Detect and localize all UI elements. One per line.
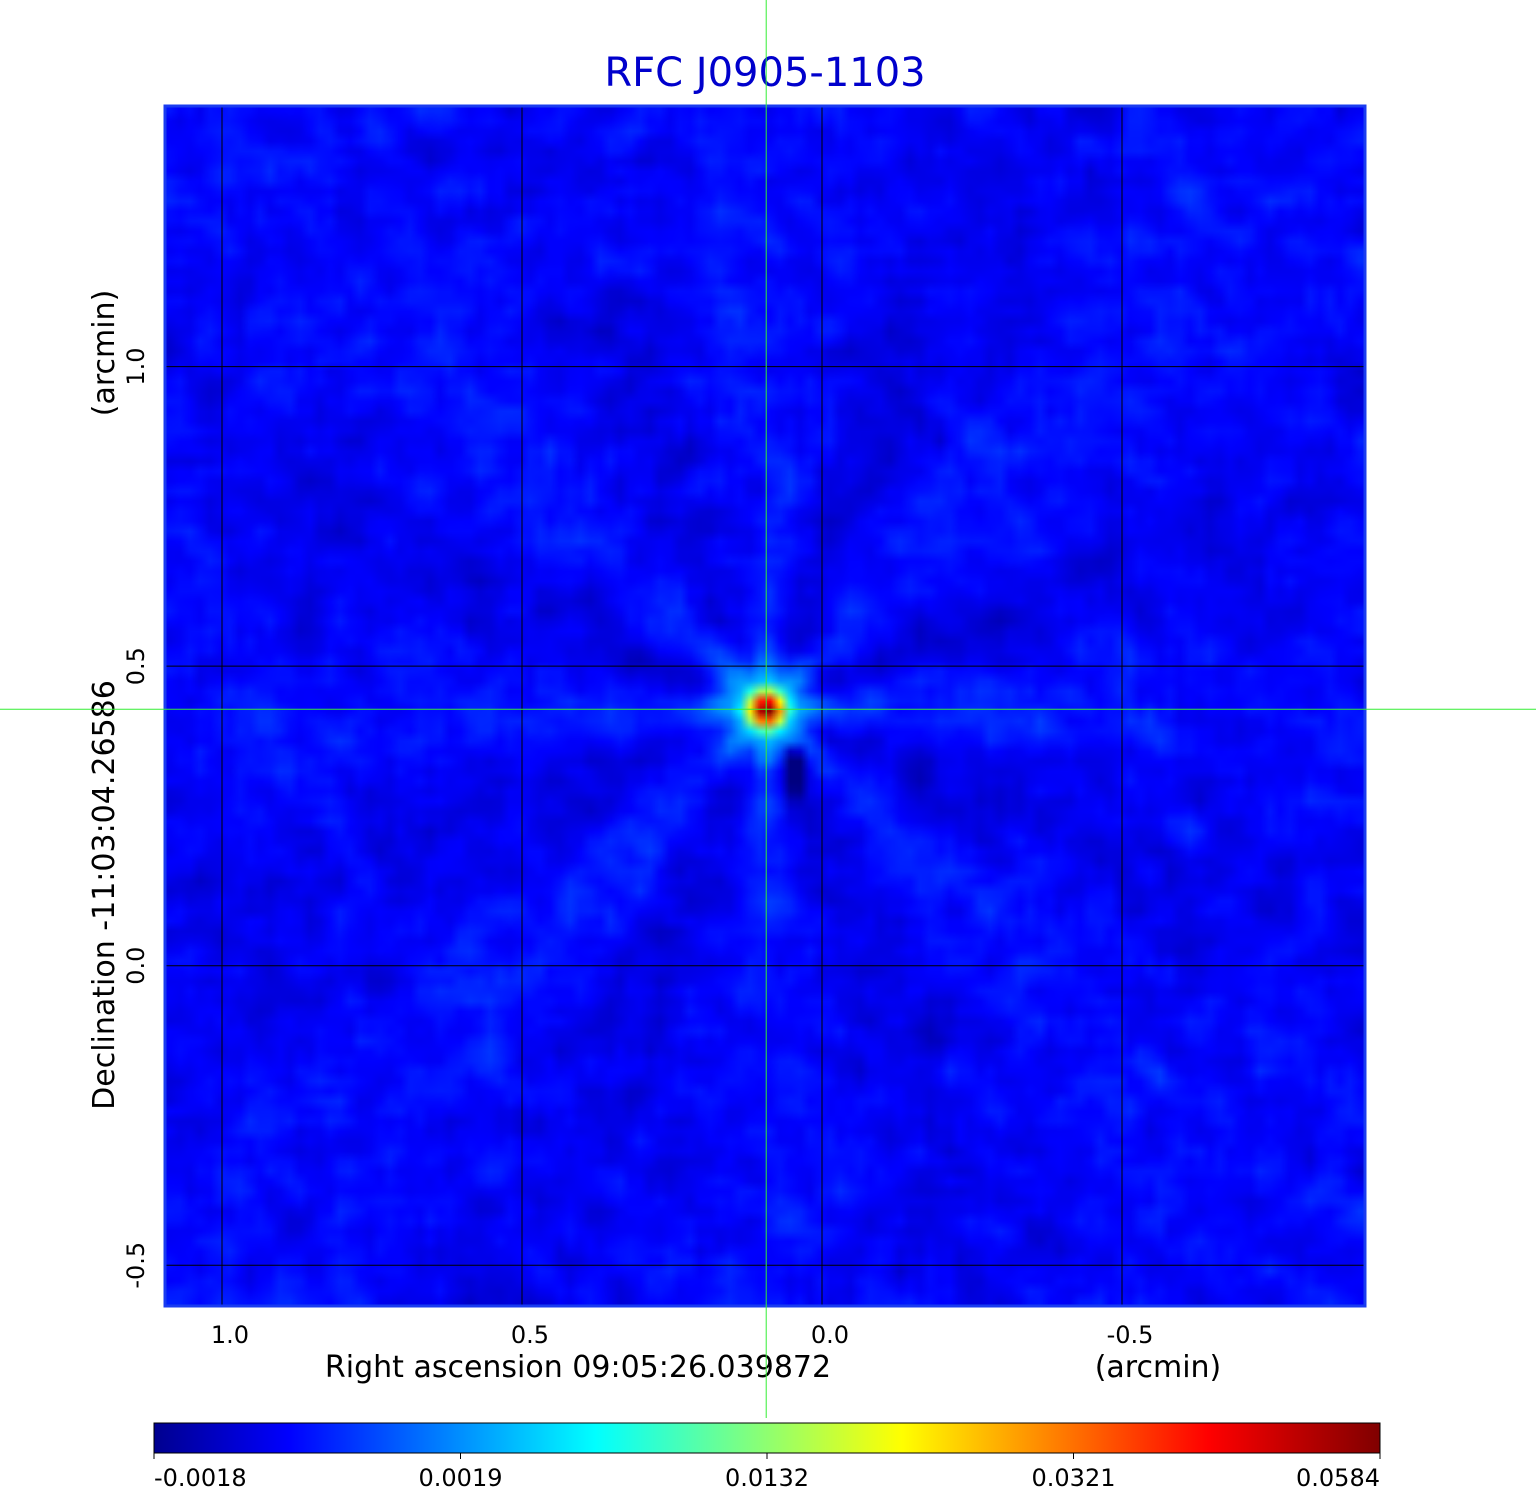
- plot-area: [165, 106, 1365, 1306]
- colorbar-tick-label: 0.0584: [1296, 1464, 1380, 1492]
- x-tick-labels: 1.0 0.5 0.0 -0.5: [211, 1321, 1154, 1349]
- x-tick-label: 0.0: [811, 1321, 849, 1349]
- x-axis-label: Right ascension 09:05:26.039872: [325, 1350, 831, 1385]
- intensity-map: [165, 106, 1365, 1306]
- y-tick-labels: 1.0 0.5 0.0 -0.5: [122, 348, 150, 1289]
- colorbar-tick-labels: -0.0018 0.0019 0.0132 0.0321 0.0584: [153, 1453, 1381, 1492]
- y-tick-label: 0.5: [122, 647, 150, 685]
- colorbar-tick-label: 0.0321: [1032, 1464, 1116, 1492]
- colorbar-tick-label: 0.0132: [725, 1464, 809, 1492]
- colorbar-tick-label: 0.0019: [419, 1464, 503, 1492]
- y-tick-label: 1.0: [122, 348, 150, 386]
- crosshair: [0, 0, 1536, 1418]
- x-tick-label: 0.5: [511, 1321, 549, 1349]
- x-tick-label: 1.0: [211, 1321, 249, 1349]
- chart-title: RFC J0905-1103: [604, 50, 925, 96]
- colorbar: [153, 1422, 1381, 1454]
- y-tick-label: 0.0: [122, 947, 150, 985]
- grid: [165, 106, 1365, 1306]
- x-axis-unit: (arcmin): [1095, 1350, 1222, 1385]
- y-tick-label: -0.5: [122, 1242, 150, 1289]
- x-tick-label: -0.5: [1107, 1321, 1154, 1349]
- colorbar-tick-label: -0.0018: [154, 1464, 247, 1492]
- y-axis-unit: (arcmin): [87, 290, 122, 417]
- plot-frame: [163, 104, 1367, 1308]
- y-axis-label: Declination -11:03:04.26586: [87, 680, 122, 1110]
